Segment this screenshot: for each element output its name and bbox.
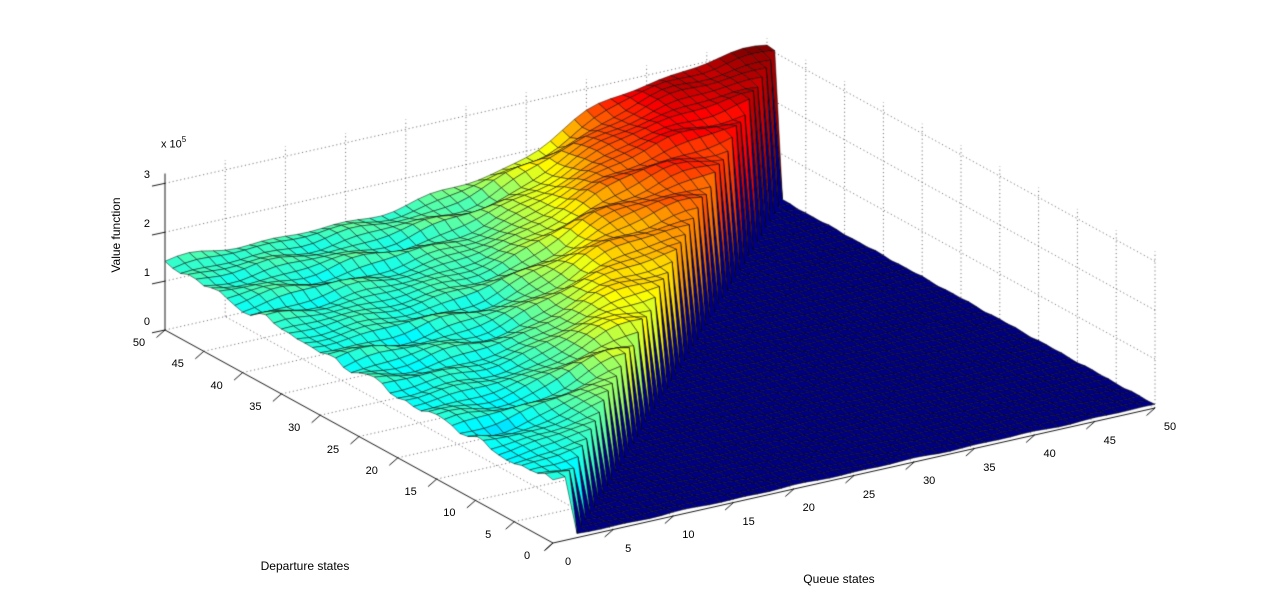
x-tick-label: 40: [1043, 448, 1056, 460]
z-tick-label: 2: [143, 217, 150, 230]
x-tick-label: 50: [1163, 421, 1177, 433]
x-tick-label: 15: [742, 515, 755, 528]
x-tick-label: 30: [923, 475, 936, 487]
y-tick-label: 45: [171, 358, 184, 371]
y-tick-label: 40: [210, 379, 223, 392]
x-tick-label: 25: [862, 488, 876, 501]
y-axis-label: Departure states: [260, 559, 350, 573]
z-tick-label: 0: [143, 315, 150, 328]
y-tick-label: 20: [365, 464, 378, 477]
y-tick-label: 15: [404, 486, 417, 499]
y-tick-label: 25: [326, 443, 340, 456]
x-tick-label: 45: [1103, 434, 1116, 447]
y-tick-label: 50: [132, 337, 146, 349]
z-axis-exponent-label: x 105: [161, 135, 187, 151]
y-tick-label: 30: [288, 422, 301, 435]
x-tick-label: 0: [564, 556, 572, 568]
y-tick-label: 5: [485, 528, 492, 541]
z-axis-label: Value function: [109, 197, 123, 273]
y-tick-label: 0: [523, 550, 531, 562]
y-tick-label: 10: [443, 507, 456, 520]
x-tick-label: 20: [802, 502, 815, 514]
y-tick-label: 35: [249, 400, 262, 413]
x-tick-label: 35: [983, 461, 996, 474]
z-axis-exponent-power: 5: [181, 135, 187, 144]
x-tick-label: 5: [625, 542, 632, 555]
z-tick-label: 3: [143, 168, 150, 181]
x-tick-label: 10: [682, 529, 695, 541]
x-axis-label: Queue states: [803, 572, 875, 586]
z-tick-label: 1: [143, 266, 150, 279]
z-axis-exponent-base: x 10: [161, 138, 182, 151]
